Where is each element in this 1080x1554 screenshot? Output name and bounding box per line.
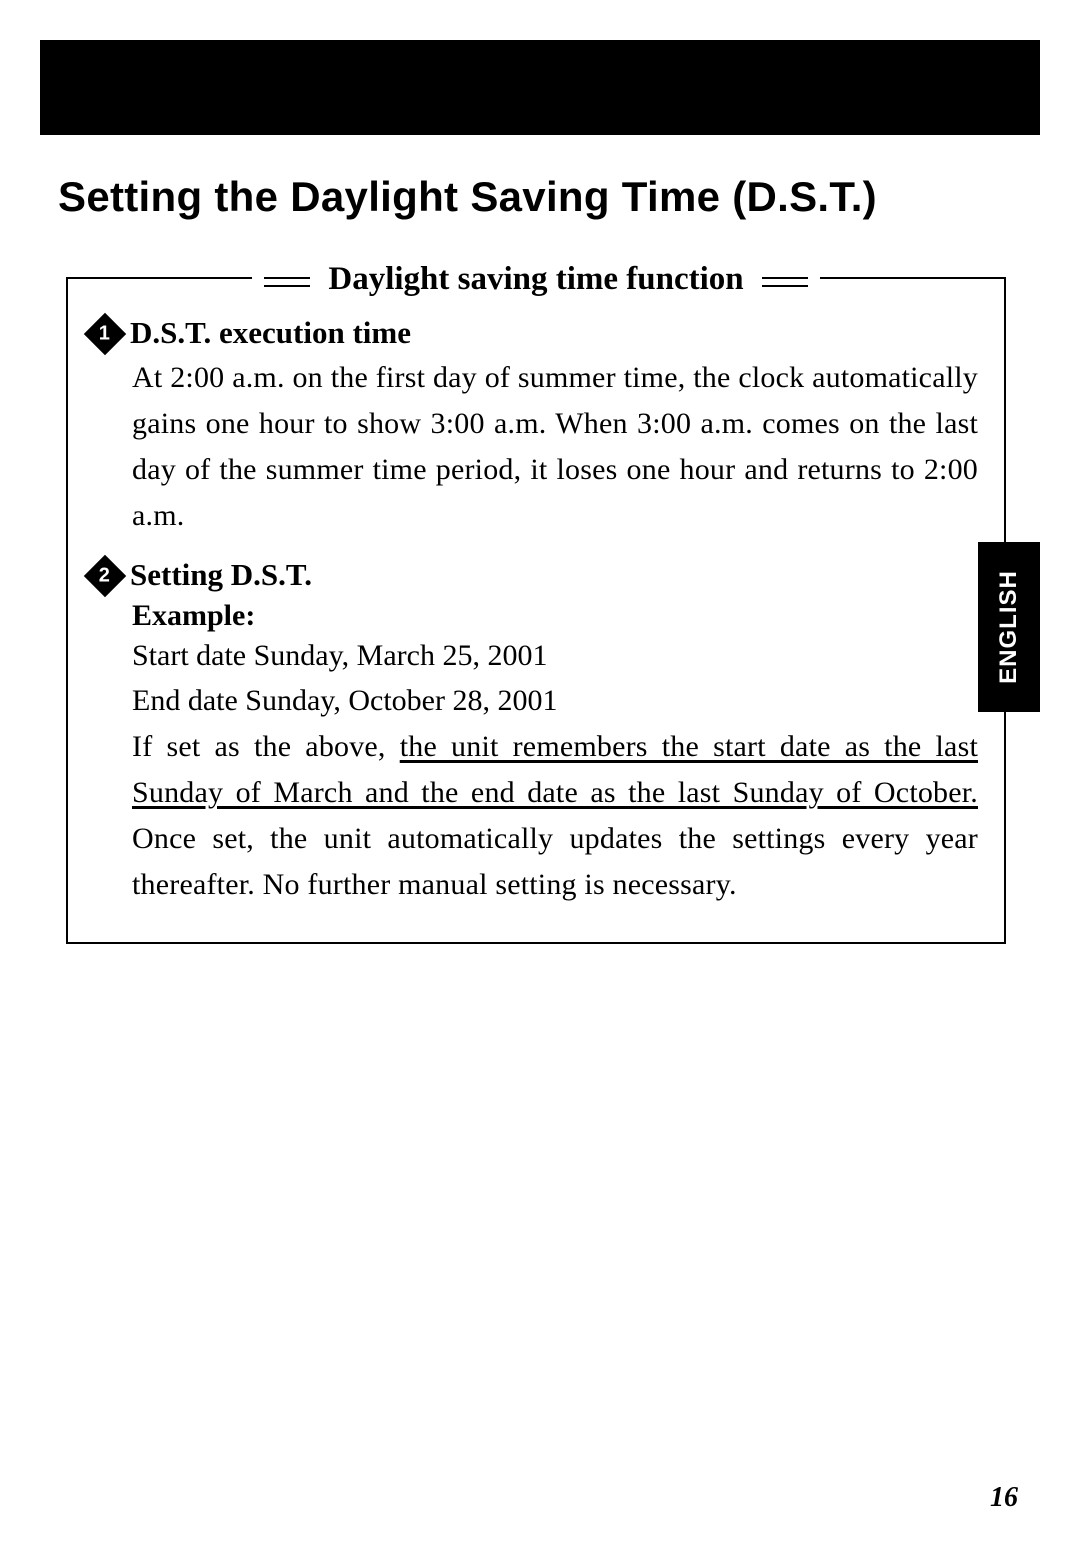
item-1-body: At 2:00 a.m. on the first day of summer … xyxy=(132,355,978,539)
example-label: Example: xyxy=(132,599,978,633)
example-lines: Start date Sunday, March 25, 2001 End da… xyxy=(132,633,978,725)
language-tab: ENGLISH xyxy=(978,542,1040,712)
language-tab-text: ENGLISH xyxy=(995,570,1023,684)
diamond-number-1: 1 xyxy=(99,323,110,346)
item-2-body-post: Once set, the unit automatically updates… xyxy=(132,822,978,901)
example-line-start: Start date Sunday, March 25, 2001 xyxy=(132,633,978,679)
diamond-number-2: 2 xyxy=(99,564,110,587)
item-2-body-pre: If set as the above, xyxy=(132,730,400,763)
diamond-icon-2: 2 xyxy=(84,554,126,596)
diamond-icon-1: 1 xyxy=(84,313,126,355)
item-2-heading: Setting D.S.T. xyxy=(130,557,312,593)
page-number: 16 xyxy=(990,1482,1018,1514)
page-title: Setting the Daylight Saving Time (D.S.T.… xyxy=(58,173,1022,221)
example-label-text: Example xyxy=(132,599,245,632)
rule-mark-right xyxy=(762,275,808,287)
box-title-wrap: Daylight saving time function xyxy=(68,261,1004,298)
function-box: Daylight saving time function 1 D.S.T. e… xyxy=(66,277,1006,944)
item-1-heading: D.S.T. execution time xyxy=(130,315,411,351)
box-title-text: Daylight saving time function xyxy=(318,261,753,298)
header-black-bar xyxy=(0,0,1080,145)
item-2-row: 2 Setting D.S.T. xyxy=(94,557,978,593)
box-title: Daylight saving time function xyxy=(252,261,820,298)
item-2-body: If set as the above, the unit remembers … xyxy=(132,724,978,908)
page-content: Setting the Daylight Saving Time (D.S.T.… xyxy=(0,145,1080,944)
rule-mark-left xyxy=(264,275,310,287)
item-1-row: 1 D.S.T. execution time xyxy=(94,315,978,351)
example-line-end: End date Sunday, October 28, 2001 xyxy=(132,678,978,724)
